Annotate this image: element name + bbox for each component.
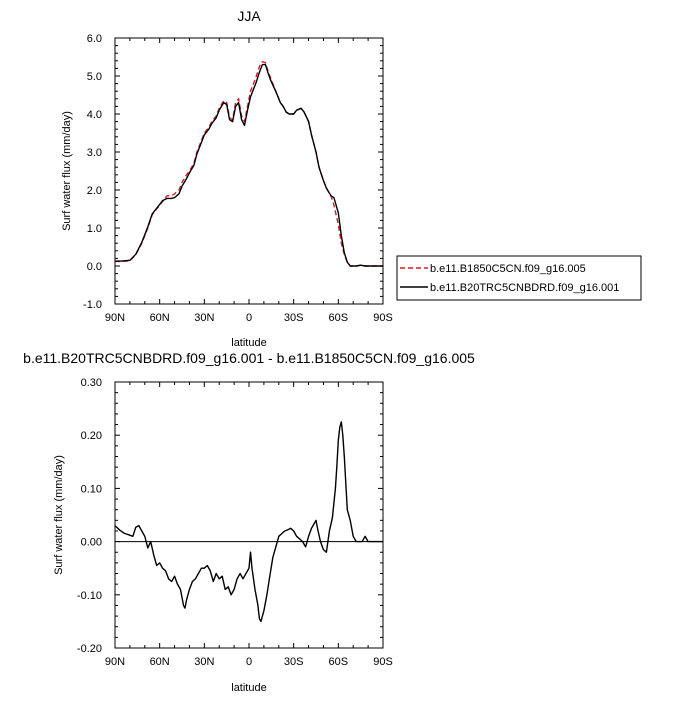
panel-mean: JJA 90N 60N 30N 0 30S 60S 90S -1.0 0.0 1.0 2.0 3.0 4… [61, 8, 393, 349]
y-tick-label: 0.0 [87, 261, 102, 273]
x-tick-label: 60N [150, 656, 170, 668]
series-line-0 [115, 60, 383, 267]
y-tick-label: 0.10 [81, 483, 102, 495]
x-tick-label: 90S [373, 312, 393, 324]
y-tick-label: 6.0 [87, 33, 102, 45]
panel-difference-lines [114, 421, 383, 623]
series-line-0 [114, 421, 383, 623]
panel-difference-title: b.e11.B20TRC5CNBDRD.f09_g16.001 - b.e11.… [23, 350, 475, 366]
panel-difference-ylabel: Surf water flux (mm/day) [53, 455, 65, 575]
panel-mean-lines [115, 60, 383, 267]
panel-mean-ticks: 90N 60N 30N 0 30S 60S 90S -1.0 0.0 1.0 2.0 3.0 4.0 5.… [83, 33, 393, 324]
y-tick-label: 0.20 [81, 430, 102, 442]
y-tick-label: 0.00 [81, 537, 102, 549]
panel-mean-ylabel: Surf water flux (mm/day) [61, 111, 73, 231]
x-tick-label: 30N [194, 312, 214, 324]
y-tick-label: -0.20 [77, 643, 102, 655]
x-tick-label: 0 [246, 656, 252, 668]
y-tick-label: 1.0 [87, 223, 102, 235]
legend-entry-control: b.e11.B1850C5CN.f09_g16.005 [430, 263, 586, 275]
panel-mean-xlabel: latitude [231, 337, 266, 349]
panel-difference-xlabel: latitude [231, 682, 266, 694]
panel-difference: b.e11.B20TRC5CNBDRD.f09_g16.001 - b.e11.… [23, 350, 475, 694]
x-tick-label: 30S [284, 656, 304, 668]
y-tick-label: -1.0 [83, 299, 102, 311]
legend: b.e11.B1850C5CN.f09_g16.005 b.e11.B20TRC… [396, 255, 642, 301]
y-tick-label: 0.30 [81, 377, 102, 389]
x-tick-label: 60N [150, 312, 170, 324]
legend-box [396, 255, 642, 301]
x-tick-label: 30S [284, 312, 304, 324]
x-tick-label: 90S [373, 656, 393, 668]
y-tick-label: 4.0 [87, 109, 102, 121]
panel-difference-frame [114, 381, 384, 649]
panel-difference-ticks: 90N 60N 30N 0 30S 60S 90S -0.20 -0.10 0.00 0.10 0.2… [77, 377, 393, 668]
x-tick-label: 90N [105, 656, 125, 668]
x-tick-label: 30N [194, 656, 214, 668]
x-tick-label: 60S [329, 656, 349, 668]
y-tick-label: 3.0 [87, 147, 102, 159]
y-tick-label: -0.10 [77, 590, 102, 602]
y-tick-label: 5.0 [87, 71, 102, 83]
x-tick-label: 60S [329, 312, 349, 324]
series-line-1 [115, 63, 383, 267]
panel-mean-frame [114, 37, 384, 305]
legend-entry-experiment: b.e11.B20TRC5CNBDRD.f09_g16.001 [430, 282, 619, 294]
x-tick-label: 0 [246, 312, 252, 324]
y-tick-label: 2.0 [87, 185, 102, 197]
x-tick-label: 90N [105, 312, 125, 324]
panel-mean-title: JJA [237, 8, 261, 24]
